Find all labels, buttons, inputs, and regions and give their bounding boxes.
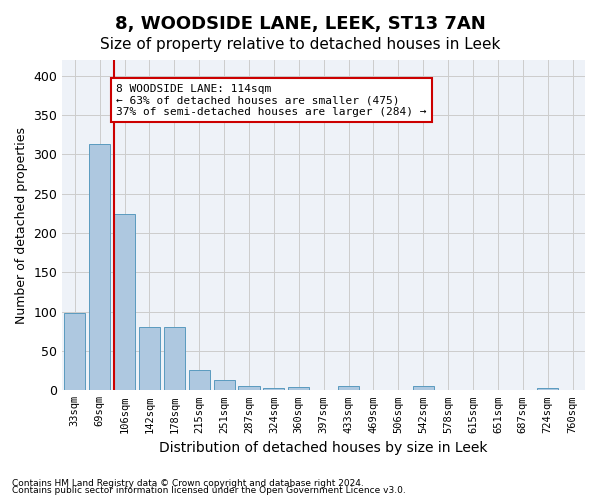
Bar bbox=[288, 387, 310, 390]
Bar bbox=[139, 328, 160, 390]
Bar bbox=[537, 388, 558, 390]
Bar bbox=[238, 386, 260, 390]
Text: 8, WOODSIDE LANE, LEEK, ST13 7AN: 8, WOODSIDE LANE, LEEK, ST13 7AN bbox=[115, 15, 485, 33]
Bar bbox=[89, 144, 110, 390]
Bar bbox=[188, 370, 210, 390]
Text: Size of property relative to detached houses in Leek: Size of property relative to detached ho… bbox=[100, 38, 500, 52]
Bar bbox=[114, 214, 135, 390]
Bar bbox=[263, 388, 284, 390]
Bar bbox=[164, 328, 185, 390]
Bar bbox=[214, 380, 235, 390]
Bar bbox=[413, 386, 434, 390]
Y-axis label: Number of detached properties: Number of detached properties bbox=[15, 126, 28, 324]
Text: Contains public sector information licensed under the Open Government Licence v3: Contains public sector information licen… bbox=[12, 486, 406, 495]
Text: Contains HM Land Registry data © Crown copyright and database right 2024.: Contains HM Land Registry data © Crown c… bbox=[12, 478, 364, 488]
X-axis label: Distribution of detached houses by size in Leek: Distribution of detached houses by size … bbox=[160, 441, 488, 455]
Bar bbox=[338, 386, 359, 390]
Text: 8 WOODSIDE LANE: 114sqm
← 63% of detached houses are smaller (475)
37% of semi-d: 8 WOODSIDE LANE: 114sqm ← 63% of detache… bbox=[116, 84, 427, 117]
Bar bbox=[64, 313, 85, 390]
